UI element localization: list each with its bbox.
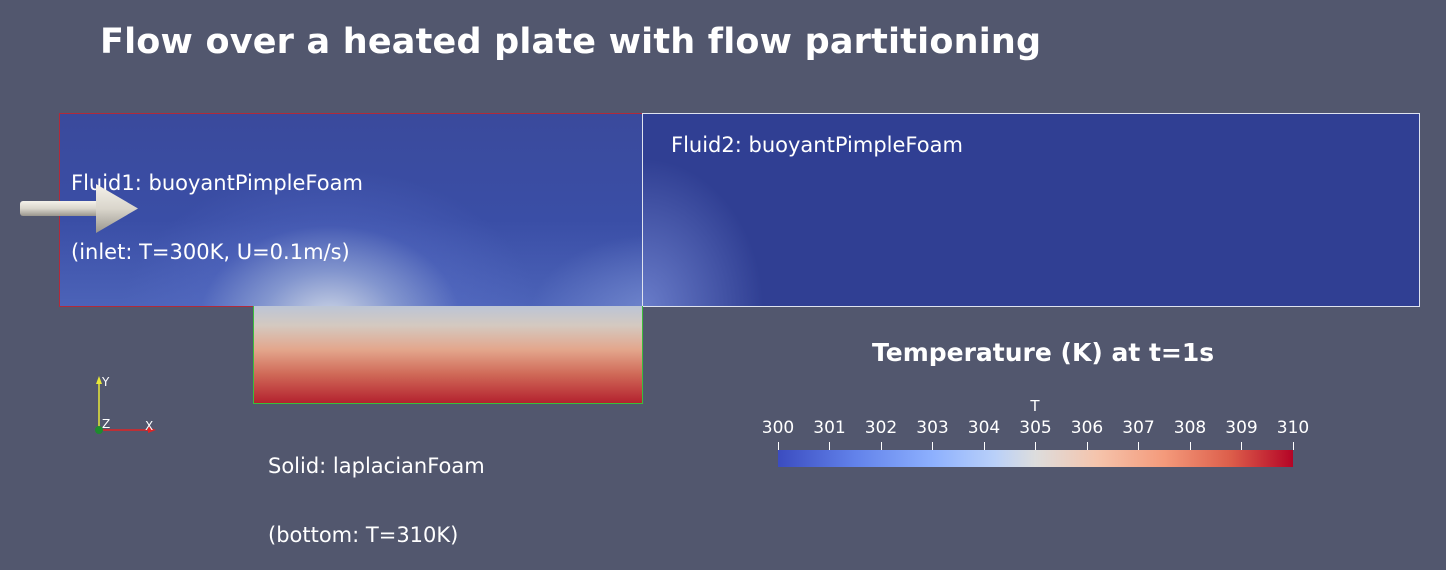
fluid1-label: Fluid1: buoyantPimpleFoam (inlet: T=300K… xyxy=(71,126,363,287)
fluid2-label: Fluid2: buoyantPimpleFoam xyxy=(671,133,963,157)
axes-triad-icon: Y Z X xyxy=(95,375,156,434)
solid-label: Solid: laplacianFoam (bottom: T=310K) xyxy=(268,409,485,570)
legend-variable: T xyxy=(1030,397,1040,415)
legend-tick-mark xyxy=(1189,442,1191,450)
inlet-arrow-icon xyxy=(20,184,138,233)
legend-tick-mark xyxy=(1292,442,1294,450)
legend-tick-label: 300 xyxy=(761,418,795,438)
colorbar xyxy=(778,450,1293,467)
legend-tick-mark xyxy=(932,442,933,450)
legend-tick-mark xyxy=(1241,442,1242,450)
axis-x-label: X xyxy=(145,419,153,433)
fluid1-label-line2: (inlet: T=300K, U=0.1m/s) xyxy=(71,240,350,264)
legend-tick-mark xyxy=(1086,442,1088,450)
legend-title: Temperature (K) at t=1s xyxy=(872,338,1215,367)
page-title: Flow over a heated plate with flow parti… xyxy=(100,22,1042,62)
fluid1-label-line1: Fluid1: buoyantPimpleFoam xyxy=(71,171,363,195)
axis-z-label: Z xyxy=(102,417,110,431)
legend-tick-mark xyxy=(1035,442,1036,450)
legend-tick-mark xyxy=(777,442,779,450)
legend-tick-label: 308 xyxy=(1173,418,1207,438)
solid-label-line1: Solid: laplacianFoam xyxy=(268,454,485,478)
legend-tick-label: 310 xyxy=(1276,418,1310,438)
legend-tick-label: 305 xyxy=(1019,418,1052,438)
axis-y-label: Y xyxy=(101,375,110,389)
legend-tick-label: 304 xyxy=(967,418,1001,438)
legend-tick-label: 302 xyxy=(864,418,898,438)
fluid1-region xyxy=(59,113,643,307)
legend-tick-label: 307 xyxy=(1122,418,1155,438)
legend-tick-label: 309 xyxy=(1225,418,1258,438)
legend-tick-mark xyxy=(880,442,882,450)
legend-tick-mark xyxy=(829,442,830,450)
legend-tick-mark xyxy=(983,442,985,450)
solid-label-line2: (bottom: T=310K) xyxy=(268,523,459,547)
legend-tick-mark xyxy=(1138,442,1139,450)
legend-tick-label: 301 xyxy=(813,418,846,438)
fluid2-region xyxy=(642,113,1420,307)
legend-tick-label: 306 xyxy=(1070,418,1104,438)
legend-tick-label: 303 xyxy=(916,418,949,438)
solid-region xyxy=(253,306,643,404)
